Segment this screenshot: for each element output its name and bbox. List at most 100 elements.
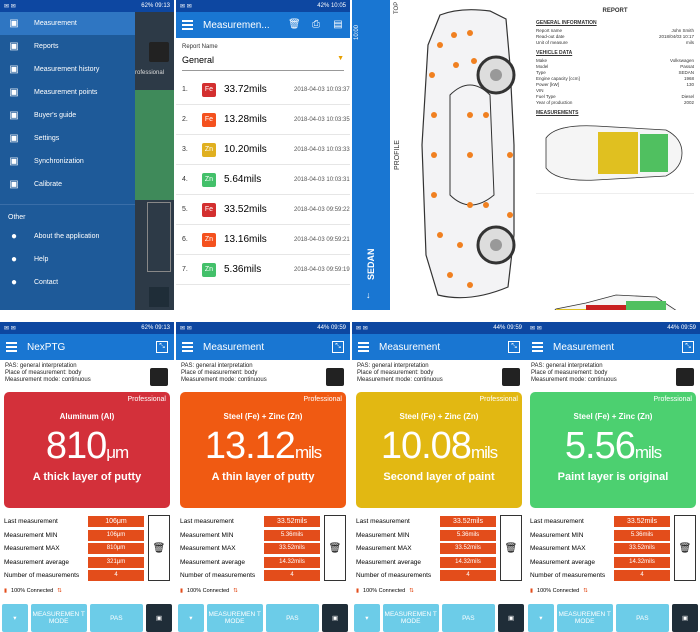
- save-button[interactable]: ▣: [146, 604, 173, 632]
- print-icon[interactable]: ⎙: [312, 19, 320, 30]
- trash-icon: 🗑: [328, 542, 342, 554]
- pdf-icon[interactable]: [676, 368, 694, 386]
- drawer-item[interactable]: ▣ Calibrate: [9, 178, 63, 190]
- save-button[interactable]: ▣: [672, 604, 699, 632]
- pas-button[interactable]: PAS: [615, 604, 670, 632]
- drawer-item[interactable]: ▣ Measurement history: [9, 63, 100, 75]
- pas-info: PAS: general interpretation Place of mea…: [531, 363, 617, 383]
- pas-button[interactable]: PAS: [89, 604, 144, 632]
- battery-icon: ▮: [530, 588, 534, 594]
- trash-button[interactable]: 🗑: [674, 515, 696, 581]
- professional-badge: Professional: [479, 396, 518, 403]
- drawer-item[interactable]: ▣ Settings: [9, 132, 60, 144]
- material-chip: Fe: [202, 112, 216, 127]
- trash-button[interactable]: 🗑: [148, 515, 170, 581]
- sort-icon: ⇅: [233, 588, 238, 594]
- pas-info: PAS: general interpretation Place of mea…: [357, 363, 443, 383]
- material-chip: Zn: [202, 232, 216, 247]
- report-row: Read-out date 2018/04/03 10:17: [536, 34, 694, 39]
- probe-icon: ▾: [365, 615, 369, 622]
- car-diagram-screen: 10:00 SEDAN ↓ TOP PROFILE REPORT GENERAL…: [352, 0, 700, 310]
- connection-status: ▮ 100% Connected ⇅: [180, 588, 238, 594]
- pas-button[interactable]: PAS: [265, 604, 320, 632]
- measurement-card: Professional Aluminum (Al) 810μm A thick…: [4, 392, 170, 508]
- drawer-item[interactable]: ● Contact: [0, 271, 135, 294]
- pdf-icon[interactable]: [326, 368, 344, 386]
- measurement-mode-button[interactable]: MEASUREMEN T MODE: [556, 604, 613, 632]
- trash-button[interactable]: 🗑: [500, 515, 522, 581]
- measurement-mode-button[interactable]: MEASUREMEN T MODE: [30, 604, 87, 632]
- drawer-item[interactable]: ● Help: [0, 248, 135, 271]
- app-header: NexPTG ⤡: [0, 334, 174, 360]
- report-row: Fuel Type Diesel: [536, 94, 694, 99]
- report-row: Report name John Smith: [536, 28, 694, 33]
- page-title: Measurement: [203, 341, 265, 353]
- connection-status: ▮ 100% Connected ⇅: [356, 588, 414, 594]
- report-row: Unit of measure mils: [536, 40, 694, 45]
- probe-icon: ▾: [539, 615, 543, 622]
- menu-icon[interactable]: [6, 342, 17, 352]
- stats-table: Last measurement 33.52mils Measurement MI…: [530, 515, 670, 583]
- report-document: REPORT GENERAL INFORMATION Report name Jo…: [530, 0, 700, 310]
- page-title: Measuremen...: [203, 19, 270, 31]
- list-item[interactable]: 6. Zn 13.16mils 2018-04-03 09:59:21: [176, 225, 350, 255]
- report-row: Engine capacity [ccm] 1968: [536, 76, 694, 81]
- menu-icon[interactable]: [532, 342, 543, 352]
- clock-icon: ▣: [9, 63, 19, 75]
- menu-icon[interactable]: [182, 20, 193, 30]
- pas-info: PAS: general interpretation Place of mea…: [181, 363, 267, 383]
- stats-table: Last measurement 33.52mils Measurement MI…: [356, 515, 496, 583]
- probe-icon: ▾: [13, 615, 17, 622]
- save-button[interactable]: ▣: [322, 604, 349, 632]
- trash-button[interactable]: 🗑: [324, 515, 346, 581]
- report-name-select[interactable]: General ▼: [182, 52, 344, 71]
- interpretation-text: A thin layer of putty: [211, 471, 315, 483]
- drawer-item[interactable]: ▣ Reports: [9, 40, 59, 52]
- probe-button[interactable]: ▾: [354, 604, 380, 632]
- trash-icon[interactable]: 🗑: [288, 19, 301, 30]
- probe-button[interactable]: ▾: [528, 604, 554, 632]
- fullscreen-icon[interactable]: ⤡: [332, 341, 344, 353]
- list-item[interactable]: 5. Fe 33.52mils 2018-04-03 09:59:22: [176, 195, 350, 225]
- drawer-item[interactable]: ● About the application: [0, 225, 135, 248]
- measurement-mode-button[interactable]: MEASUREMEN T MODE: [382, 604, 439, 632]
- report-car-top: [545, 125, 683, 181]
- pas-button[interactable]: PAS: [441, 604, 496, 632]
- drawer-item[interactable]: ▣ Measurement points: [9, 86, 98, 98]
- fullscreen-icon[interactable]: ⤡: [156, 341, 168, 353]
- report-row: Power [kW] 130: [536, 82, 694, 87]
- list-item[interactable]: 3. Zn 10.20mils 2018-04-03 10:03:33: [176, 135, 350, 165]
- page-title: Measurement: [553, 341, 615, 353]
- status-bar: ✉ ✉ 44% 09:59: [352, 322, 526, 334]
- keyboard-icon: ▣: [9, 17, 19, 29]
- drawer-screen: ✉ ✉ 62% 09:13 rofessional ▣ Measurement ▣ Re…: [0, 0, 174, 310]
- pdf-icon[interactable]: [150, 368, 168, 386]
- fullscreen-icon[interactable]: ⤡: [682, 341, 694, 353]
- menu-icon[interactable]: [182, 342, 193, 352]
- app-header: Measurement ⤡: [176, 334, 350, 360]
- pdf-icon[interactable]: [502, 368, 520, 386]
- measurement-card: Professional Steel (Fe) + Zinc (Zn) 10.0…: [356, 392, 522, 508]
- probe-button[interactable]: ▾: [2, 604, 28, 632]
- back-arrow-icon[interactable]: ↓: [366, 290, 371, 300]
- document-icon: ▣: [9, 40, 19, 52]
- list-item[interactable]: 4. Zn 5.64mils 2018-04-03 10:03:31: [176, 165, 350, 195]
- professional-badge: Professional: [303, 396, 342, 403]
- pdf-icon[interactable]: ▤: [333, 19, 343, 30]
- drawer-item[interactable]: ▣ Buyer's guide: [9, 109, 77, 121]
- stats-table: Last measurement 106μm Measurement MIN 106…: [4, 515, 144, 583]
- probe-button[interactable]: ▾: [178, 604, 204, 632]
- fullscreen-icon[interactable]: ⤡: [508, 341, 520, 353]
- mail-icon: ●: [10, 276, 18, 288]
- save-icon: ▣: [508, 615, 515, 622]
- menu-icon[interactable]: [358, 342, 369, 352]
- measurement-mode-button[interactable]: MEASUREMEN T MODE: [206, 604, 263, 632]
- list-item[interactable]: 7. Zn 5.36mils 2018-04-03 09:59:19: [176, 255, 350, 285]
- save-button[interactable]: ▣: [498, 604, 525, 632]
- measurement-screen: ✉ ✉ 44% 09:59 Measurement ⤡ PAS: general …: [352, 322, 526, 632]
- sedan-label[interactable]: SEDAN: [366, 248, 376, 280]
- list-item[interactable]: 2. Fe 13.28mils 2018-04-03 10:03:35: [176, 105, 350, 135]
- list-item[interactable]: 1. Fe 33.72mils 2018-04-03 10:03:37: [176, 75, 350, 105]
- drawer-item[interactable]: ▣ Measurement: [0, 12, 135, 35]
- drawer-item[interactable]: ▣ Synchronization: [9, 155, 84, 167]
